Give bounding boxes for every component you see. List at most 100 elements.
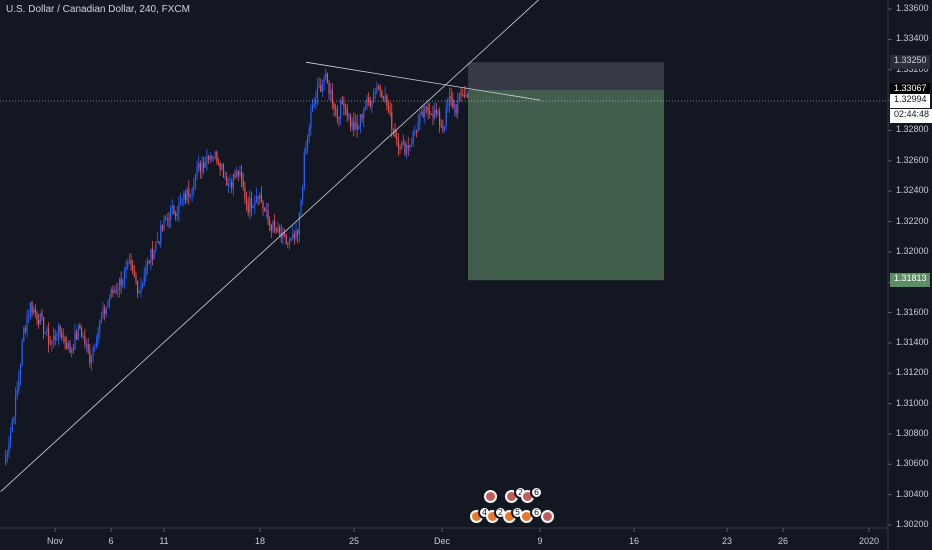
candle-body [109, 298, 111, 302]
candle-body [74, 332, 76, 350]
candle-body [112, 289, 114, 294]
candle-body [79, 325, 81, 329]
candle-body [297, 230, 299, 235]
candle-body [325, 73, 327, 78]
candle-body [364, 107, 366, 111]
us-flag-icon[interactable] [484, 490, 497, 503]
candle-body [168, 218, 170, 220]
candle-body [326, 73, 328, 83]
candle-body [382, 97, 385, 100]
candle-body [259, 194, 261, 199]
candle-body [199, 163, 201, 172]
candle-body [425, 106, 427, 108]
candle-body [453, 104, 456, 108]
candle-body [113, 290, 116, 294]
candle-body [160, 225, 162, 243]
candle-body [463, 95, 465, 97]
candle-body [366, 97, 368, 108]
candle-body [386, 95, 388, 107]
time-tick-label: Nov [46, 536, 64, 546]
candle-body [409, 144, 411, 148]
candle-body [138, 292, 140, 294]
candle-body [82, 336, 84, 338]
candle-body [77, 325, 79, 340]
candle-body [249, 198, 251, 213]
candle-body [163, 219, 165, 230]
candle-body [196, 167, 198, 176]
candle-body [219, 162, 221, 170]
candle-body [72, 348, 74, 350]
candle-body [420, 111, 423, 116]
candle-body [41, 313, 43, 317]
candle-body [216, 151, 218, 163]
candle-body [90, 356, 93, 364]
candle-body [262, 202, 264, 209]
bar-countdown-tag: 02:44:48 [890, 109, 932, 124]
candle-body [437, 111, 439, 114]
candle-body [287, 243, 289, 245]
candle-body [97, 331, 99, 343]
candle-body [427, 106, 429, 111]
candle-body [401, 142, 403, 150]
rising-trendline [0, 0, 540, 492]
candle-body [140, 286, 142, 293]
candle-body [443, 125, 446, 131]
candle-body [92, 347, 94, 357]
candle-body [156, 241, 159, 243]
price-tick-label: 1.30200 [896, 518, 929, 529]
candle-body [206, 155, 208, 162]
candle-body [422, 111, 424, 118]
candle-body [295, 230, 297, 239]
candle-body [6, 453, 8, 456]
candle-body [212, 158, 215, 160]
candle-body [260, 194, 262, 203]
price-tick-label: 1.32400 [896, 185, 929, 196]
candle-body [208, 155, 210, 160]
candle-body [85, 344, 88, 345]
candle-body [335, 108, 337, 110]
candle-body [445, 107, 447, 126]
price-tick-label: 1.32200 [896, 215, 929, 226]
candle-body [236, 171, 238, 178]
candle-body [123, 270, 126, 281]
candle-body [155, 242, 157, 251]
candle-body [300, 199, 302, 213]
candle-body [328, 82, 330, 95]
candle-body [19, 364, 22, 378]
candle-body [359, 114, 361, 127]
candle-body [191, 189, 193, 195]
ca-flag-icon[interactable] [541, 510, 554, 523]
candle-body [44, 332, 46, 334]
candle-body [127, 262, 129, 267]
candle-body [67, 343, 69, 350]
candle-body [118, 278, 121, 289]
price-tick-label: 1.31000 [896, 397, 929, 408]
target-price-tag: 1.31813 [890, 273, 930, 288]
candle-body [186, 188, 188, 201]
price-tick-label: 1.31400 [896, 336, 929, 347]
time-tick-label: 16 [628, 536, 640, 546]
candle-body [396, 137, 398, 140]
candle-body [135, 276, 137, 282]
price-tick-label: 1.31200 [896, 367, 929, 378]
price-tick-label: 1.32000 [896, 245, 929, 256]
event-count-badge[interactable]: 6 [530, 486, 543, 499]
candle-body [132, 265, 134, 271]
candle-body [31, 302, 33, 313]
candle-body [245, 198, 248, 203]
candle-body [102, 308, 104, 318]
candle-body [43, 316, 45, 334]
symbol-title[interactable]: U.S. Dollar / Canadian Dollar, 240, FXCM [6, 4, 190, 15]
candle-body [282, 231, 284, 238]
time-tick-label: 23 [721, 536, 733, 546]
candle-body [47, 328, 50, 344]
candle-body [303, 153, 305, 187]
candle-body [361, 114, 363, 119]
candle-body [318, 85, 320, 87]
candle-body [26, 317, 28, 331]
candle-body [448, 95, 451, 106]
candle-body [415, 131, 418, 133]
candle-body [254, 200, 256, 206]
